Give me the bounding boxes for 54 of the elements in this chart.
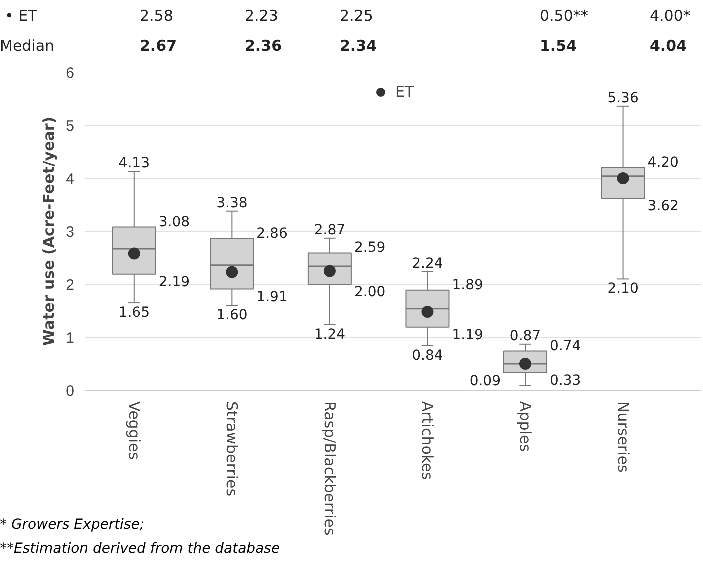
text: **Estimation derived from the database — [0, 540, 280, 559]
y-tick-label: 1 — [66, 330, 74, 347]
text: 4.04 — [650, 36, 688, 57]
text: • ET — [5, 6, 38, 27]
x-tick-label: Artichokes — [418, 402, 437, 480]
legend-label: ET — [396, 83, 416, 101]
text: Median — [0, 36, 55, 57]
annotation: 4.20 — [648, 154, 679, 171]
annotation: 0.84 — [412, 348, 444, 364]
x-tick-label: Apples — [516, 402, 534, 452]
text: 4.00* — [650, 6, 691, 27]
text: 2.36 — [245, 36, 282, 57]
annotation: 1.89 — [452, 277, 484, 294]
annotation: 2.00 — [354, 284, 386, 300]
x-tick-label: Strawberries — [223, 402, 242, 497]
annotation: 1.24 — [314, 326, 346, 343]
point — [226, 266, 238, 278]
annotation: 0.74 — [550, 338, 582, 354]
annotation: 1.65 — [118, 305, 150, 322]
annotation: 4.13 — [118, 156, 150, 172]
x-tick-label: Nurseries — [614, 402, 632, 473]
y-tick-label: 3 — [66, 224, 74, 241]
y-tick-label: 5 — [66, 118, 74, 135]
annotation: 0.33 — [550, 373, 582, 390]
x-tick-label: Rasp/Blackberries — [320, 402, 339, 536]
annotation: 5.36 — [608, 90, 639, 106]
annotation: 0.87 — [510, 328, 542, 344]
text: 2.23 — [245, 6, 278, 27]
y-tick-label: 0 — [66, 383, 74, 400]
text: 0.50** — [540, 6, 588, 27]
annotation: 0.09 — [470, 374, 501, 390]
y-axis-title: Water use (Acre-Feet/year) — [40, 116, 58, 346]
annotation: 3.38 — [216, 195, 248, 212]
annotation: 3.62 — [648, 198, 679, 215]
text: 2.58 — [140, 6, 174, 27]
text: 2.25 — [340, 6, 374, 27]
annotation: 2.86 — [256, 226, 288, 242]
y-tick-label: 2 — [66, 277, 74, 294]
y-tick-label: 6 — [66, 65, 74, 82]
annotation: 2.87 — [314, 222, 346, 238]
annotation: 1.60 — [216, 308, 248, 324]
annotation: 2.19 — [158, 274, 190, 290]
y-tick-label: 4 — [66, 171, 74, 188]
annotation: 1.19 — [452, 327, 484, 344]
x-tick-label: Veggies — [125, 402, 144, 460]
text: * Growers Expertise; — [0, 516, 146, 535]
text: 1.54 — [540, 36, 578, 57]
annotation: 2.10 — [608, 281, 639, 298]
text: 2.67 — [140, 36, 178, 57]
annotation: 2.59 — [354, 240, 386, 256]
annotation: 3.08 — [158, 214, 190, 230]
text: 2.34 — [340, 36, 378, 57]
annotation: 1.91 — [256, 289, 288, 306]
annotation: 2.24 — [412, 256, 444, 272]
